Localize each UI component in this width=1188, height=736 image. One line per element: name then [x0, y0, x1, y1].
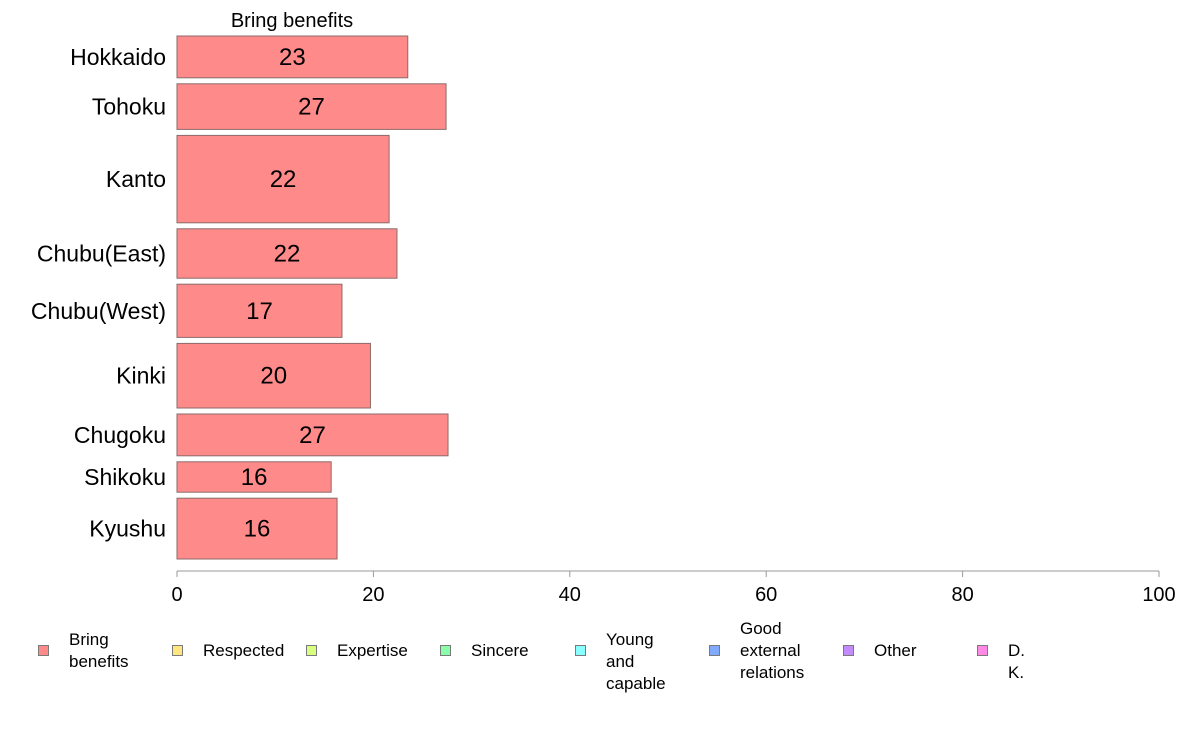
legend-swatch	[709, 645, 720, 656]
bar-tohoku	[176, 83, 447, 130]
bar-chugoku	[176, 413, 449, 457]
x-tick-label: 80	[951, 584, 973, 606]
legend-swatch	[38, 645, 49, 656]
bar-kanto	[176, 134, 390, 224]
bar-chubu-west	[176, 283, 343, 338]
bar-value-label: 27	[299, 422, 326, 449]
legend-swatch	[977, 645, 988, 656]
bar-chart: Bring benefits 23 27 22 22 17 20 27 16 16 Hokkai…	[31, 10, 1176, 606]
x-tick-label: 40	[559, 584, 581, 606]
x-tick-label: 60	[755, 584, 777, 606]
legend-label: Sincere	[471, 641, 529, 660]
legend: Bring benefits Respected Expertise Sincere Y…	[38, 619, 1138, 693]
bars-group: 23 27 22 22 17 20 27 16 16	[176, 35, 449, 560]
legend-label: Expertise	[337, 641, 408, 660]
category-labels: Hokkaido Tohoku Kanto Chubu(East) Chubu(West…	[31, 44, 166, 542]
bar-value-label: 22	[274, 241, 301, 268]
legend-label: Bring benefits	[69, 630, 129, 671]
category-label: Kanto	[106, 166, 166, 192]
legend-swatch	[440, 645, 451, 656]
legend-swatch	[575, 645, 586, 656]
category-label: Shikoku	[84, 464, 166, 490]
bar-kinki	[176, 342, 371, 409]
bar-shikoku	[176, 461, 332, 493]
category-label: Hokkaido	[70, 44, 166, 70]
category-label: Chugoku	[74, 422, 166, 448]
legend-swatch	[172, 645, 183, 656]
legend-swatch	[843, 645, 854, 656]
bar-value-label: 17	[246, 298, 273, 325]
legend-swatch	[306, 645, 317, 656]
bar-kyushu	[176, 497, 338, 560]
category-label: Tohoku	[92, 94, 166, 120]
bar-value-label: 16	[244, 516, 271, 543]
x-tick-label: 100	[1142, 584, 1175, 606]
legend-label: Respected	[203, 641, 285, 660]
legend-label: Other	[874, 641, 917, 660]
bar-hokkaido	[176, 35, 409, 79]
legend-label: Young and capable	[606, 630, 666, 693]
legend-label: D. K.	[1008, 641, 1025, 682]
category-label: Chubu(West)	[31, 298, 166, 324]
category-label: Kyushu	[89, 516, 166, 542]
x-tick-label: 0	[171, 584, 182, 606]
legend-label: Good external relations	[740, 619, 805, 682]
bar-value-label: 16	[241, 464, 268, 491]
x-tick-label: 20	[362, 584, 384, 606]
bar-value-label: 22	[270, 166, 297, 193]
bar-chubu-east	[176, 228, 398, 279]
category-label: Kinki	[116, 363, 166, 389]
bar-value-label: 27	[298, 94, 325, 121]
bar-value-label: 20	[260, 363, 287, 390]
bar-value-label: 23	[279, 44, 306, 71]
column-header: Bring benefits	[231, 10, 353, 32]
x-axis: 0 20 40 60 80 100	[171, 570, 1176, 606]
category-label: Chubu(East)	[37, 241, 166, 267]
